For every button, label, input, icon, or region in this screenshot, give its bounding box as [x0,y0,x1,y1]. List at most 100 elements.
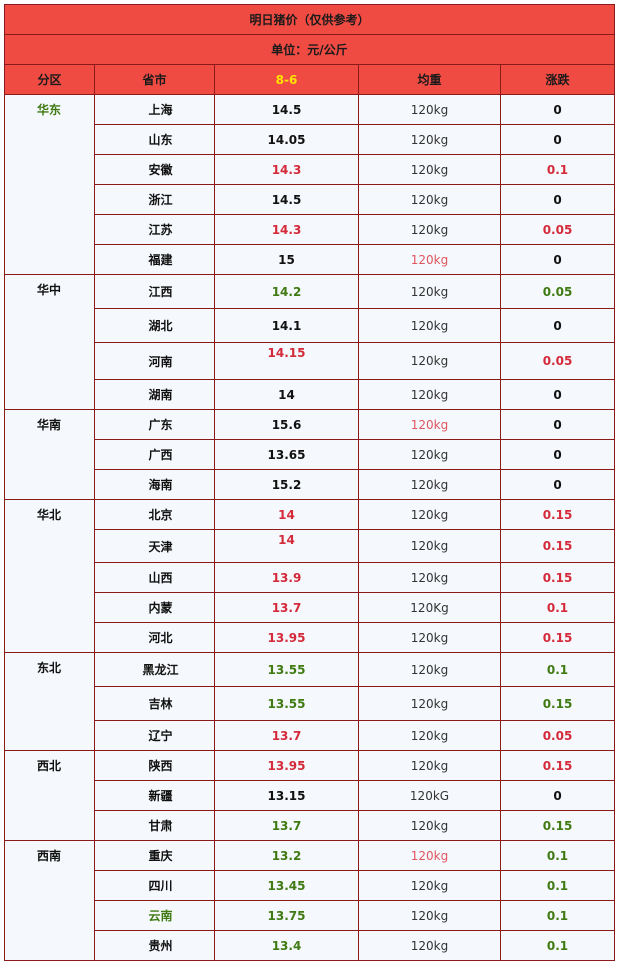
price-cell: 14.3 [214,154,359,185]
table-row: 吉林 13.55 120kg 0.15 [5,686,615,721]
table-row: 江苏 14.3 120kg 0.05 [5,214,615,245]
weight-cell: 120kg [358,274,501,309]
change-cell: 0.15 [500,562,615,593]
price-cell: 13.7 [214,592,359,623]
change-cell: 0.15 [500,499,615,530]
weight-cell: 120Kg [358,592,501,623]
weight-cell: 120kg [358,409,501,440]
header-date: 8-6 [214,64,359,95]
change-cell: 0.15 [500,750,615,781]
price-cell: 15 [214,244,359,275]
table-row: 甘肃 13.7 120kg 0.15 [5,810,615,841]
change-cell: 0.1 [500,930,615,961]
price-cell: 14.5 [214,184,359,215]
price-cell: 14.2 [214,274,359,309]
change-cell: 0 [500,780,615,811]
weight-cell: 120kg [358,529,501,563]
table-row: 湖北 14.1 120kg 0 [5,308,615,343]
province-cell: 辽宁 [94,720,215,751]
table-row: 华东 上海 14.5 120kg 0 [4,94,615,275]
header-change: 涨跌 [500,64,615,95]
change-cell: 0.05 [500,342,615,380]
table-row: 云南 13.75 120kg 0.1 [5,900,615,931]
price-cell: 13.7 [214,720,359,751]
province-cell: 山西 [94,562,215,593]
table-row: 东北 黑龙江 13.55 120kg 0.1 [4,652,615,751]
province-cell: 四川 [94,870,215,901]
weight-cell: 120kg [358,214,501,245]
province-cell: 云南 [94,900,215,931]
price-cell: 14.15 [214,342,359,380]
province-cell: 新疆 [94,780,215,811]
table-row: 广西 13.65 120kg 0 [5,439,615,470]
province-cell: 内蒙 [94,592,215,623]
price-cell: 13.45 [214,870,359,901]
province-cell: 上海 [94,94,215,125]
province-cell: 贵州 [94,930,215,961]
table-row: 内蒙 13.7 120Kg 0.1 [5,592,615,623]
province-cell: 广东 [94,409,215,440]
weight-cell: 120kg [358,720,501,751]
price-cell: 13.7 [214,810,359,841]
province-cell: 河北 [94,622,215,653]
price-cell: 13.15 [214,780,359,811]
weight-cell: 120kg [358,94,501,125]
change-cell: 0.05 [500,214,615,245]
weight-cell: 120kg [358,154,501,185]
weight-cell: 120kg [358,810,501,841]
weight-cell: 120kg [358,342,501,380]
change-cell: 0.15 [500,810,615,841]
weight-cell: 120kg [358,308,501,343]
table-row: 西北 陕西 13.95 120kg 0.15 [4,750,615,841]
change-cell: 0 [500,439,615,470]
weight-cell: 120kG [358,780,501,811]
price-cell: 13.55 [214,686,359,721]
province-cell: 海南 [94,469,215,500]
table-row: 华北 北京 14 120kg 0.15 [4,499,615,653]
price-cell: 14.3 [214,214,359,245]
unit-label: 单位：元/公斤 [4,34,615,65]
weight-cell: 120kg [358,244,501,275]
table-row: 华中 江西 14.2 120kg 0.05 [4,274,615,410]
province-cell: 黑龙江 [94,652,215,687]
table-row: 西南 重庆 13.2 120kg 0.1 [4,840,615,961]
change-cell: 0.05 [500,274,615,309]
price-cell: 14.5 [214,94,359,125]
province-cell: 重庆 [94,840,215,871]
table-row: 浙江 14.5 120kg 0 [5,184,615,215]
change-cell: 0 [500,409,615,440]
table-row: 海南 15.2 120kg 0 [5,469,615,500]
change-cell: 0.1 [500,840,615,871]
region-cell: 西北 [4,750,95,841]
price-cell: 13.65 [214,439,359,470]
province-cell: 湖南 [94,379,215,410]
weight-cell: 120kg [358,439,501,470]
weight-cell: 120kg [358,750,501,781]
province-cell: 湖北 [94,308,215,343]
province-cell: 广西 [94,439,215,470]
weight-cell: 120kg [358,469,501,500]
province-cell: 江西 [94,274,215,309]
region-cell: 东北 [4,652,95,751]
change-cell: 0.1 [500,900,615,931]
weight-cell: 120kg [358,499,501,530]
change-cell: 0 [500,469,615,500]
title-row: 明日猪价（仅供参考） [4,4,615,35]
table-row: 湖南 14 120kg 0 [5,379,615,410]
region-cell: 华东 [4,94,95,275]
change-cell: 0 [500,244,615,275]
table-row: 华南 广东 15.6 120kg 0 [4,409,615,500]
table-row: 山东 14.05 120kg 0 [5,124,615,155]
province-cell: 吉林 [94,686,215,721]
change-cell: 0.15 [500,686,615,721]
table-row: 福建 15 120kg 0 [5,244,615,275]
weight-cell: 120kg [358,870,501,901]
table-row: 四川 13.45 120kg 0.1 [5,870,615,901]
change-cell: 0.1 [500,652,615,687]
table-row: 安徽 14.3 120kg 0.1 [5,154,615,185]
weight-cell: 120kg [358,622,501,653]
province-cell: 北京 [94,499,215,530]
province-cell: 河南 [94,342,215,380]
change-cell: 0.1 [500,870,615,901]
pig-price-table: 明日猪价（仅供参考） 单位：元/公斤 分区 省市 8-6 均重 涨跌 华东 上海… [4,4,615,961]
